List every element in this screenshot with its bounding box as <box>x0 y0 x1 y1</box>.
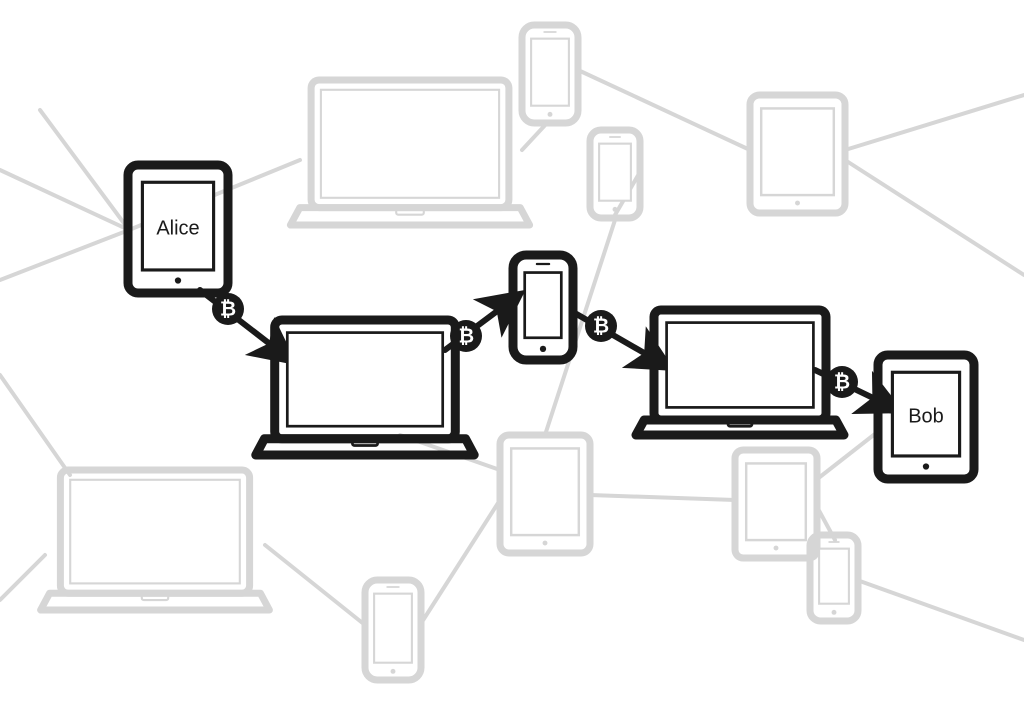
bob: Bob <box>878 355 974 479</box>
bg-phone-mid <box>590 130 640 218</box>
bg-edge-14 <box>590 495 735 500</box>
device-label: Alice <box>156 217 199 239</box>
device-label: Bob <box>908 405 944 427</box>
bg-edge-12 <box>420 500 500 625</box>
bg-edge-7 <box>845 95 1024 150</box>
bitcoin-icon: ₿ <box>212 293 244 325</box>
bg-phone-bot-mid <box>365 580 421 680</box>
bg-tablet-top-r <box>750 95 845 213</box>
bg-laptop-top <box>290 80 529 225</box>
svg-text:₿: ₿ <box>220 298 236 320</box>
svg-text:₿: ₿ <box>593 315 609 337</box>
bitcoin-icon: ₿ <box>826 366 858 398</box>
bg-phone-top <box>522 25 578 123</box>
bg-edge-5 <box>578 70 750 150</box>
bg-laptop-bot-l <box>41 470 270 610</box>
bg-edge-11 <box>265 545 365 625</box>
bg-edge-17 <box>857 580 1024 640</box>
laptop2 <box>636 310 844 435</box>
bg-edge-0 <box>0 170 129 230</box>
alice: Alice <box>128 165 228 293</box>
bg-edge-9 <box>0 555 45 600</box>
bg-tablet-bot-mid <box>500 435 590 553</box>
bg-tablet-bot-r <box>735 450 817 558</box>
bg-edge-1 <box>40 110 129 230</box>
bg-edge-10 <box>0 375 70 475</box>
svg-text:₿: ₿ <box>834 371 850 393</box>
laptop1 <box>256 320 474 455</box>
bg-edge-8 <box>845 160 1024 275</box>
bg-edge-2 <box>0 230 129 280</box>
phone1 <box>513 255 573 360</box>
svg-text:₿: ₿ <box>458 325 474 347</box>
network-diagram: ₿ ₿ ₿ ₿ Alice Bob <box>0 0 1024 703</box>
bitcoin-icon: ₿ <box>585 310 617 342</box>
